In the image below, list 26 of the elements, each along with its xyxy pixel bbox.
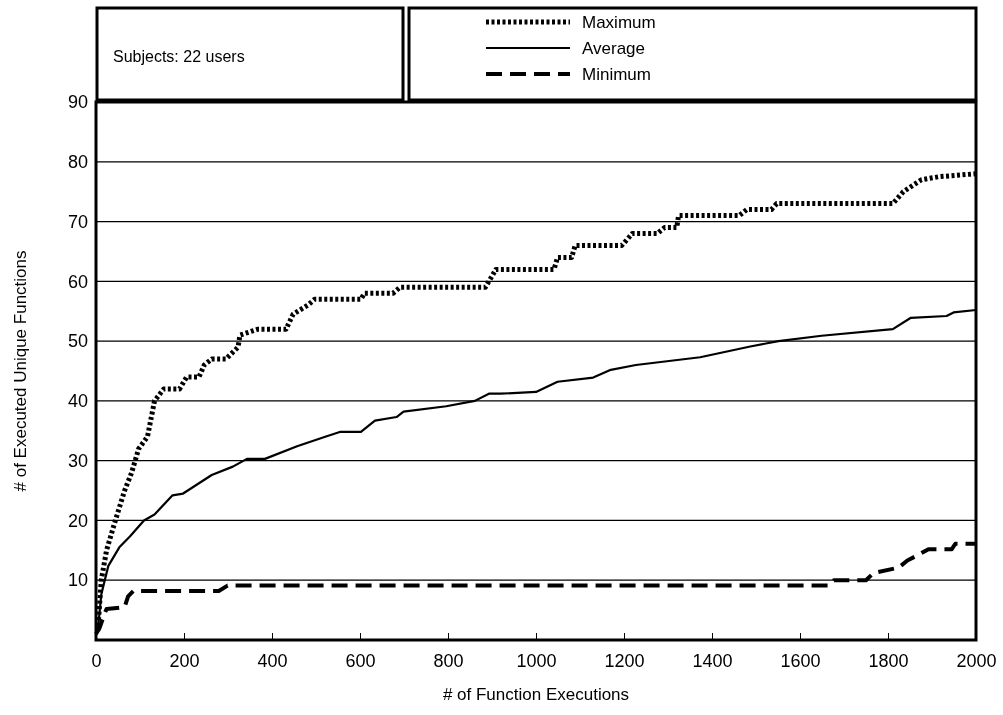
y-tick-label: 30 <box>67 450 88 471</box>
x-tick-label: 1000 <box>516 650 557 671</box>
x-tick-label: 400 <box>257 650 288 671</box>
x-tick-label: 2000 <box>956 650 997 671</box>
x-tick-label: 1800 <box>868 650 909 671</box>
y-axis-title: # of Executed Unique Functions <box>11 250 30 492</box>
y-tick-label: 50 <box>67 331 88 352</box>
x-axis-title: # of Function Executions <box>442 685 630 704</box>
x-tick-label: 1200 <box>604 650 645 671</box>
legend-label: Maximum <box>582 13 656 32</box>
text: Subjects: 22 users <box>113 48 245 65</box>
legend-label: Minimum <box>582 65 651 84</box>
x-tick-label: 1600 <box>780 650 821 671</box>
y-tick-label: 10 <box>67 570 88 591</box>
y-tick-label: 40 <box>67 391 88 412</box>
x-tick-label: 1400 <box>692 650 733 671</box>
y-tick-label: 80 <box>67 152 88 173</box>
y-tick-label: 90 <box>67 92 88 113</box>
legend-label: Average <box>582 39 646 58</box>
x-tick-label: 600 <box>345 650 376 671</box>
x-tick-label: 800 <box>433 650 464 671</box>
y-tick-label: 70 <box>67 211 88 232</box>
y-tick-label: 20 <box>67 510 88 531</box>
y-tick-label: 60 <box>67 271 88 292</box>
x-tick-label: 0 <box>91 650 102 671</box>
x-tick-label: 200 <box>169 650 200 671</box>
